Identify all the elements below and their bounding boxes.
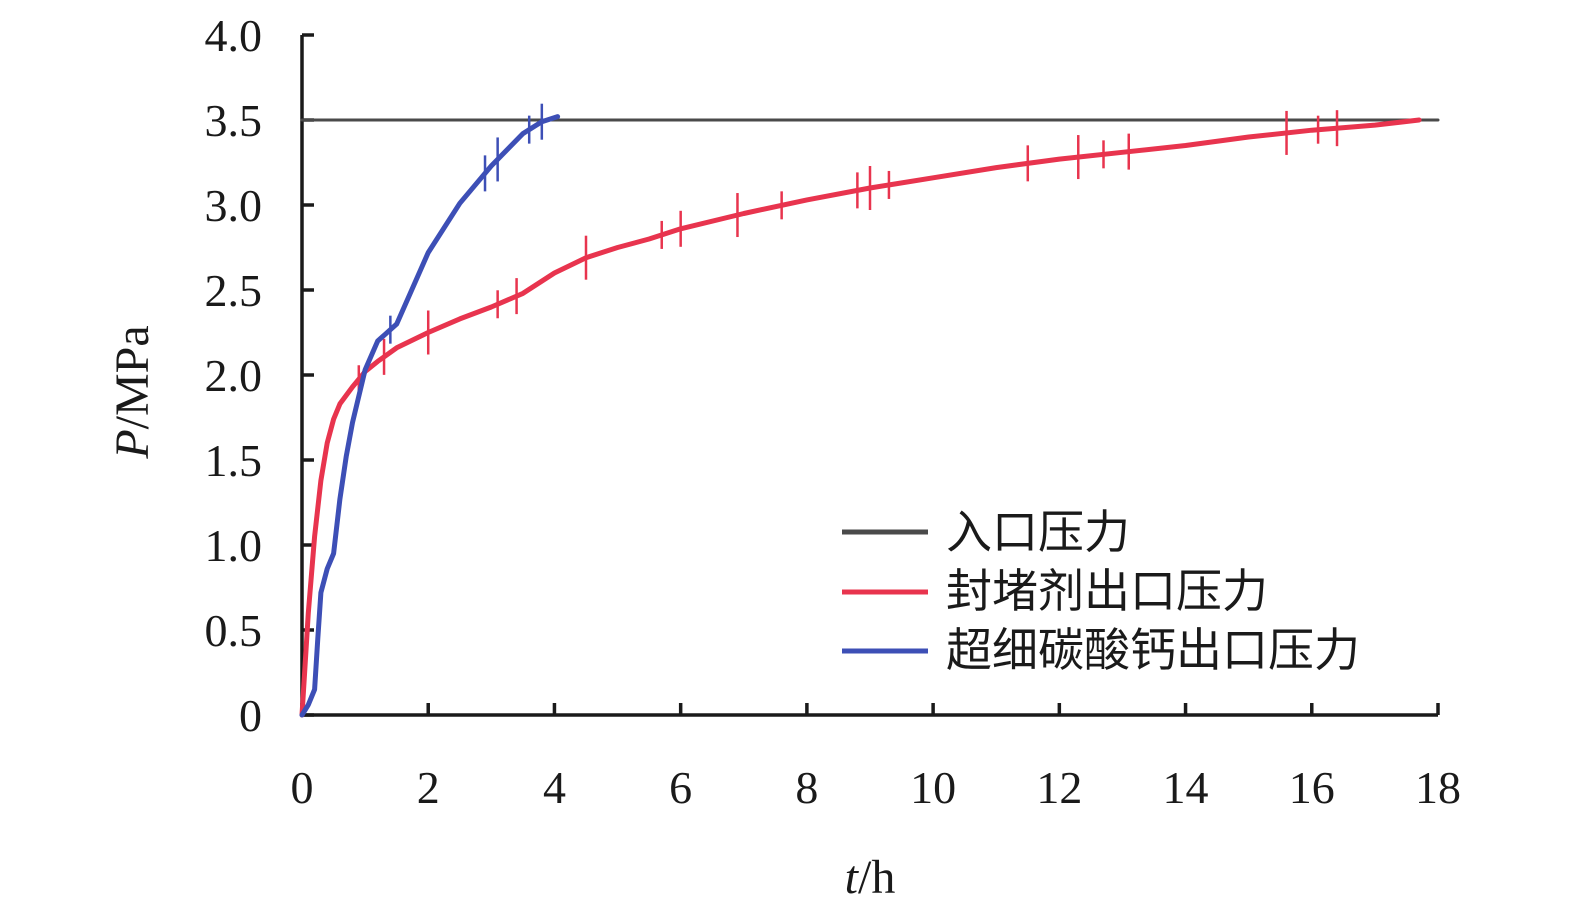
- y-tick-label: 3.5: [205, 95, 263, 146]
- legend-label-inlet: 入口压力: [946, 507, 1130, 558]
- x-tick-label: 8: [795, 762, 818, 813]
- x-tick-label: 6: [669, 762, 692, 813]
- x-tick-label: 10: [910, 762, 956, 813]
- series-layer: [299, 103, 1440, 718]
- x-tick-label: 12: [1036, 762, 1082, 813]
- x-tick-label: 2: [417, 762, 440, 813]
- y-tick-label: 2.5: [205, 265, 263, 316]
- series-sealant: [299, 110, 1422, 718]
- x-axis-label: t/h: [845, 851, 896, 904]
- series-line-sealant: [299, 117, 1422, 718]
- series-line-caco3: [299, 114, 561, 718]
- y-tick-label: 3.0: [205, 180, 263, 231]
- y-tick-label: 1.5: [205, 435, 263, 486]
- y-axis-label: P/MPa: [106, 325, 159, 459]
- x-tick-label: 18: [1415, 762, 1461, 813]
- tick-labels: 0 0.5 1.0 1.5 2.0 2.5 3.0 3.5 4.0 0 2 4 6 8 10 12 14 16 18: [205, 10, 1462, 813]
- x-tick-label: 16: [1289, 762, 1335, 813]
- y-tick-label: 4.0: [205, 10, 263, 61]
- legend: 入口压力 封堵剂出口压力 超细碳酸钙出口压力: [842, 507, 1360, 676]
- series-caco3: [299, 103, 561, 718]
- y-tick-label: 0: [239, 690, 262, 741]
- x-tick-label: 4: [543, 762, 566, 813]
- y-tick-label: 1.0: [205, 520, 263, 571]
- y-tick-label: 0.5: [205, 605, 263, 656]
- legend-label-caco3: 超细碳酸钙出口压力: [946, 625, 1360, 676]
- y-tick-label: 2.0: [205, 350, 263, 401]
- legend-label-sealant: 封堵剂出口压力: [946, 566, 1268, 617]
- x-tick-label: 0: [291, 762, 314, 813]
- x-tick-label: 14: [1163, 762, 1209, 813]
